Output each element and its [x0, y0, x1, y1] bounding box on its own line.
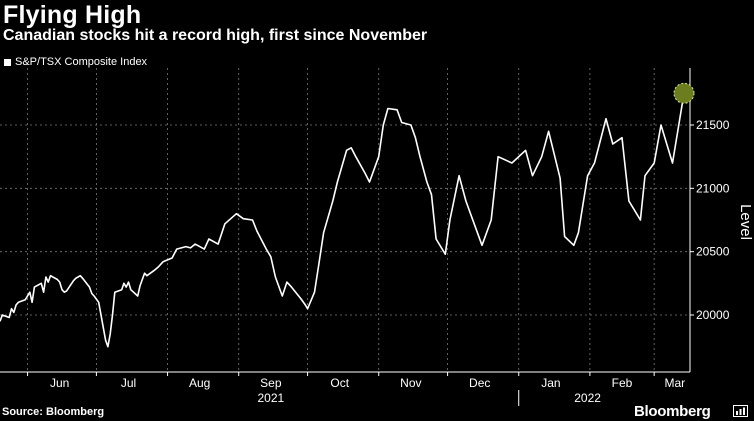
y-tick-label: 21500 [696, 118, 730, 132]
x-tick-label: Oct [330, 376, 349, 390]
x-tick-label: Jun [50, 376, 69, 390]
x-ticks: Jun Jul Aug Sep Oct Nov Dec Jan Feb Mar 2021 2022 [27, 372, 685, 406]
x-tick-label: Jul [121, 376, 136, 390]
x-tick-label: Aug [189, 376, 210, 390]
x-tick-label: Sep [260, 376, 282, 390]
year-label: 2021 [257, 391, 284, 405]
y-tick-label: 20000 [696, 308, 730, 322]
y-axis-label: Level [737, 204, 754, 240]
x-tick-label: Nov [400, 376, 421, 390]
x-tick-label: Feb [612, 376, 633, 390]
x-tick-label: Dec [469, 376, 490, 390]
record-high-marker [673, 82, 695, 104]
y-ticks: 20000 20500 21000 21500 [690, 118, 730, 322]
y-tick-label: 20500 [696, 245, 730, 259]
grid [0, 68, 690, 372]
x-tick-label: Jan [541, 376, 560, 390]
y-tick-label: 21000 [696, 181, 730, 195]
chart-title: Flying High [3, 1, 142, 29]
brand-logo-text: Bloomberg [634, 403, 711, 420]
legend-label: S&P/TSX Composite Index [15, 56, 148, 68]
brand-bars-icon [733, 405, 748, 417]
x-tick-label: Mar [664, 376, 685, 390]
series-line-sp-tsx [0, 93, 685, 348]
source-note: Source: Bloomberg [2, 406, 105, 418]
chart-subtitle: Canadian stocks hit a record high, first… [3, 27, 428, 44]
year-label: 2022 [574, 391, 601, 405]
legend-swatch [4, 58, 11, 66]
legend: S&P/TSX Composite Index [4, 56, 147, 68]
